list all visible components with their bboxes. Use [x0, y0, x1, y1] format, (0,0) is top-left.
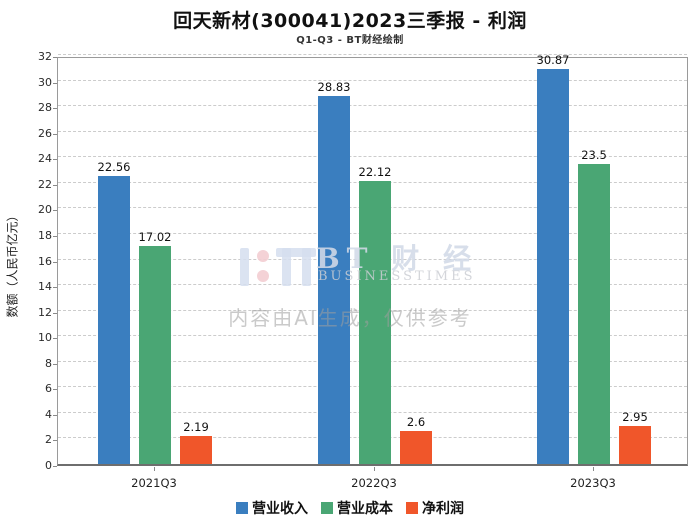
- y-axis-tick-mark: [53, 261, 57, 263]
- legend-item-净利润: 净利润: [406, 498, 464, 518]
- y-axis-tick-label: 20: [38, 203, 52, 217]
- legend-label: 营业收入: [252, 501, 308, 517]
- x-axis-tick-label: 2023Q3: [570, 476, 616, 490]
- legend-label: 营业成本: [337, 501, 393, 517]
- legend-item-营业成本: 营业成本: [321, 498, 393, 518]
- bar-value-label: 30.87: [536, 53, 570, 67]
- bar-value-label: 28.83: [317, 80, 351, 94]
- y-axis-tick-mark: [53, 184, 57, 186]
- y-axis-tick-label: 30: [38, 75, 52, 89]
- chart-title: 回天新材(300041)2023三季报 - 利润: [173, 10, 527, 32]
- bar-营业收入-2022Q3: [318, 96, 350, 464]
- bar-营业成本-2021Q3: [139, 246, 171, 464]
- y-axis-label: 数额（人民币亿元）: [5, 209, 20, 318]
- y-axis-tick-label: 0: [45, 459, 52, 472]
- bar-营业收入-2021Q3: [98, 176, 130, 464]
- y-axis-tick-label: 6: [45, 382, 52, 396]
- bar-净利润-2021Q3: [180, 436, 212, 464]
- y-axis-tick-mark: [53, 389, 57, 391]
- x-axis-tick-label: 2021Q3: [131, 476, 177, 490]
- y-axis-tick-label: 14: [38, 280, 52, 294]
- y-axis-tick-label: 32: [38, 50, 52, 63]
- legend: 营业收入 营业成本 净利润: [0, 498, 700, 518]
- y-axis-tick-label: 22: [38, 177, 52, 191]
- y-axis-tick-mark: [53, 440, 57, 442]
- bar-value-label: 2.95: [622, 410, 648, 424]
- gridline: [58, 105, 687, 107]
- bar-value-label: 23.5: [581, 148, 607, 162]
- gridline: [58, 79, 687, 81]
- y-axis-tick-label: 12: [38, 305, 52, 319]
- chart-subtitle: Q1-Q3 - BT财经绘制: [296, 35, 404, 46]
- y-axis-tick-label: 8: [45, 356, 52, 370]
- x-axis-tick-mark: [154, 467, 155, 471]
- gridline: [58, 156, 687, 158]
- bar-value-label: 2.19: [183, 420, 209, 434]
- bar-净利润-2023Q3: [619, 426, 651, 464]
- y-axis-tick-mark: [53, 235, 57, 237]
- legend-swatch-icon: [321, 502, 333, 514]
- y-axis-tick-label: 10: [38, 331, 52, 345]
- y-axis-tick-label: 4: [45, 407, 52, 421]
- y-axis-tick-mark: [53, 57, 57, 58]
- y-axis-tick-label: 26: [38, 126, 52, 140]
- legend-item-营业收入: 营业收入: [236, 498, 308, 518]
- plot-area: 22.56 17.02 2.19 28.83 22.12 2.6 30.87 23.5 2.95: [57, 53, 688, 466]
- y-axis-tick-mark: [53, 312, 57, 314]
- bar-营业成本-2022Q3: [359, 181, 391, 464]
- y-axis-tick-mark: [53, 414, 57, 416]
- x-axis-tick-mark: [374, 467, 375, 471]
- x-axis-tick-label: 2022Q3: [351, 476, 397, 490]
- y-axis-tick-mark: [53, 108, 57, 110]
- x-axis-tick-mark: [593, 467, 594, 471]
- bar-value-label: 2.6: [406, 415, 426, 429]
- y-axis-tick-mark: [53, 159, 57, 161]
- y-axis-tick-label: 24: [38, 152, 52, 166]
- y-axis-tick-mark: [53, 466, 57, 467]
- y-axis-tick-mark: [53, 338, 57, 340]
- bar-value-label: 22.12: [358, 165, 392, 179]
- y-axis-tick-label: 18: [38, 228, 52, 242]
- y-axis-tick-label: 2: [45, 433, 52, 447]
- y-axis-tick-mark: [53, 133, 57, 135]
- gridline: [58, 130, 687, 132]
- y-axis-tick-label: 28: [38, 101, 52, 115]
- legend-swatch-icon: [406, 502, 418, 514]
- bar-value-label: 17.02: [138, 230, 172, 244]
- bar-value-label: 22.56: [97, 160, 131, 174]
- legend-swatch-icon: [236, 502, 248, 514]
- gridline: [58, 54, 687, 55]
- y-axis-tick-label: 16: [38, 254, 52, 268]
- bar-营业收入-2023Q3: [537, 69, 569, 464]
- y-axis-tick-mark: [53, 287, 57, 289]
- legend-label: 净利润: [422, 501, 464, 517]
- y-axis-tick-mark: [53, 363, 57, 365]
- bar-营业成本-2023Q3: [578, 164, 610, 464]
- y-axis-tick-mark: [53, 210, 57, 212]
- y-axis-tick-mark: [53, 82, 57, 84]
- bar-净利润-2022Q3: [400, 431, 432, 464]
